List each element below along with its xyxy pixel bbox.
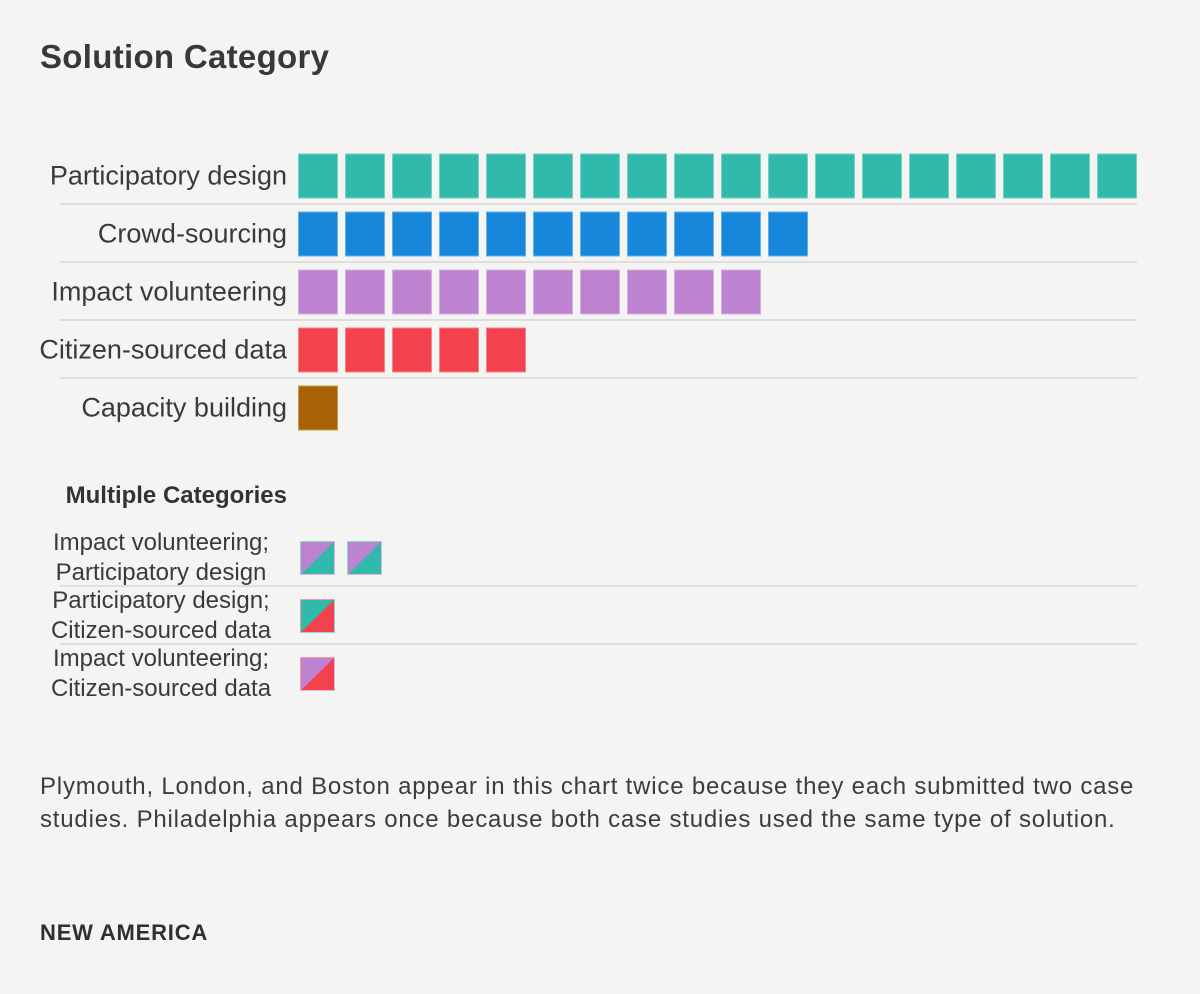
unit-square [768,153,808,199]
unit-square [721,269,761,315]
unit-square [580,269,620,315]
category-row: Participatory design [0,147,1200,205]
category-label-clip: Capacity building [35,379,287,437]
unit-square [721,153,761,199]
unit-square [392,211,432,257]
footnote: Plymouth, London, and Boston appear in t… [40,773,1135,833]
unit-square [768,211,808,257]
category-label: Participatory design [49,160,287,191]
unit-square [674,211,714,257]
split-unit-square [300,657,335,691]
unit-square [627,153,667,199]
category-label-clip: Participatory design; Citizen-sourced dat… [35,587,287,645]
category-row: Citizen-sourced data [0,321,1200,379]
category-label-clip: Impact volunteering [35,263,287,321]
category-label: Participatory design; Citizen-sourced dat… [35,587,287,645]
multiple-categories-heading-clip: Multiple Categories [35,482,287,514]
unit-square [392,327,432,373]
unit-square [956,153,996,199]
unit-square [862,153,902,199]
unit-track [300,541,382,575]
multiple-categories-heading: Multiple Categories [65,482,287,509]
unit-track [298,211,808,257]
unit-square [1097,153,1137,199]
category-label: Capacity building [81,392,287,423]
unit-square [674,153,714,199]
unit-track [298,327,526,373]
multi-category-row: Impact volunteering; Citizen-sourced data [0,645,1200,703]
category-label: Impact volunteering [51,276,287,307]
chart-title: Solution Category [40,38,330,75]
category-label-clip: Impact volunteering; Participatory design [35,529,287,587]
category-row: Crowd-sourcing [0,205,1200,263]
unit-square [1003,153,1043,199]
unit-square [486,211,526,257]
new-america-logo: NEW AMERICA [40,920,209,945]
multiple-category-section: Impact volunteering; Participatory design… [0,529,1200,703]
unit-square [486,153,526,199]
unit-square [674,269,714,315]
unit-square [909,153,949,199]
multi-category-row: Impact volunteering; Participatory design [0,529,1200,587]
unit-square [439,211,479,257]
category-label-line: Participatory design [55,559,267,586]
unit-square [298,385,338,431]
split-unit-square [300,541,335,575]
unit-square [721,211,761,257]
category-label: Impact volunteering; Participatory design [35,529,287,587]
category-label-clip: Impact volunteering; Citizen-sourced data [35,645,287,703]
category-row: Impact volunteering [0,263,1200,321]
unit-square [392,269,432,315]
unit-track [300,657,335,691]
category-label-line: Impact volunteering; [52,645,270,672]
unit-square [580,153,620,199]
category-label-line: Citizen-sourced data [50,617,272,644]
unit-square [392,153,432,199]
split-unit-square [300,599,335,633]
unit-track [300,599,335,633]
split-unit-square [347,541,382,575]
category-label: Crowd-sourcing [97,218,287,249]
unit-square [533,211,573,257]
multi-category-row: Participatory design; Citizen-sourced dat… [0,587,1200,645]
unit-square [1050,153,1090,199]
unit-square [345,153,385,199]
unit-track [298,385,338,431]
unit-track [298,153,1137,199]
category-label: Impact volunteering; Citizen-sourced data [35,645,287,703]
unit-square [298,327,338,373]
unit-square [627,211,667,257]
unit-square [439,269,479,315]
category-label-clip: Crowd-sourcing [35,205,287,263]
unit-square [439,327,479,373]
unit-square [627,269,667,315]
category-row: Capacity building [0,379,1200,437]
unit-square [298,211,338,257]
unit-square [486,269,526,315]
unit-square [439,153,479,199]
unit-square [533,153,573,199]
category-label-line: Participatory design; [52,587,270,614]
unit-square [580,211,620,257]
unit-square [345,269,385,315]
category-label-clip: Citizen-sourced data [35,321,287,379]
unit-square [345,327,385,373]
category-label-line: Impact volunteering; [52,529,270,556]
category-label-clip: Participatory design [35,147,287,205]
unit-square [298,269,338,315]
single-category-section: Participatory design Crowd-sourcing Impact… [0,147,1200,437]
category-label: Citizen-sourced data [39,334,287,365]
unit-square [815,153,855,199]
category-label-line: Citizen-sourced data [50,675,272,702]
unit-square [298,153,338,199]
unit-square [486,327,526,373]
unit-square [533,269,573,315]
unit-square [345,211,385,257]
unit-track [298,269,761,315]
